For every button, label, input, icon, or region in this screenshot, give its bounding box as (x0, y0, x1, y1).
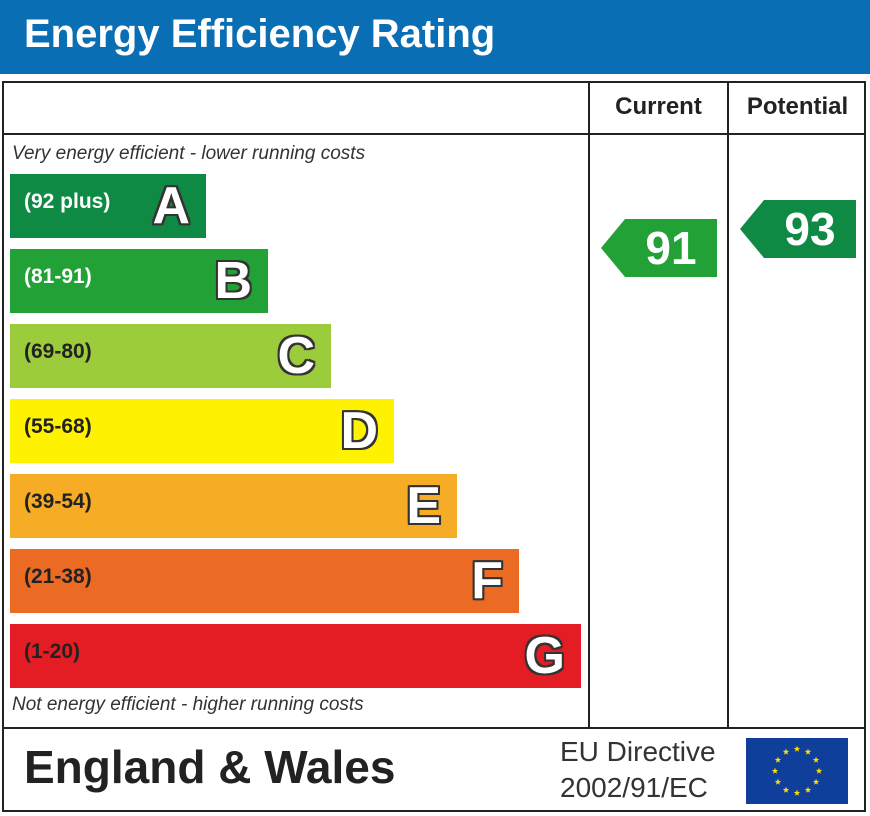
potential-rating-arrow: 93 (740, 200, 856, 258)
bottom-caption: Not energy efficient - higher running co… (12, 694, 364, 715)
band-g: (1-20) G (10, 624, 581, 688)
band-a: (92 plus) A (10, 174, 206, 238)
eu-star-icon (774, 756, 782, 763)
band-d: (55-68) D (10, 399, 394, 463)
eu-star-icon (812, 756, 820, 763)
band-range-label: (1-20) (24, 640, 81, 663)
potential-rating-arrow-value: 93 (784, 203, 836, 255)
eu-star-icon (793, 789, 801, 796)
chart-title: Energy Efficiency Rating (24, 12, 496, 56)
directive-line-1: EU Directive (560, 736, 716, 767)
band-letter: G (524, 627, 565, 685)
band-b: (81-91) B (10, 249, 268, 313)
current-rating-arrow-shape (601, 219, 717, 277)
band-letter: A (152, 177, 190, 235)
band-f: (21-38) F (10, 549, 519, 613)
current-rating-arrow: 91 (601, 219, 717, 277)
eu-star-icon (815, 767, 823, 774)
region-label: England & Wales (24, 741, 396, 793)
rating-frame (2, 81, 866, 812)
directive-line-2: 2002/91/EC (560, 772, 708, 803)
potential-rating-arrow-shape (740, 200, 856, 258)
eu-stars-icon (771, 745, 823, 796)
eu-star-icon (774, 778, 782, 785)
eu-star-icon (804, 748, 812, 755)
eu-star-icon (771, 767, 779, 774)
eu-flag-icon (746, 738, 848, 804)
band-c: (69-80) C (10, 324, 331, 388)
footer-divider (2, 727, 866, 729)
eu-star-icon (793, 745, 801, 752)
band-letter: C (277, 327, 315, 385)
band-letter: B (214, 252, 252, 310)
band-range-label: (81-91) (24, 265, 92, 288)
potential-column-header: Potential (746, 93, 849, 120)
title-bar: Energy Efficiency Rating (0, 0, 870, 74)
eu-star-icon (782, 748, 790, 755)
eu-star-icon (782, 786, 790, 793)
eu-star-icon (812, 778, 820, 785)
top-caption: Very energy efficient - lower running co… (12, 143, 366, 164)
band-letter: E (406, 477, 441, 535)
band-range-label: (21-38) (24, 565, 92, 588)
band-range-label: (69-80) (24, 340, 92, 363)
eu-star-icon (804, 786, 812, 793)
band-range-label: (55-68) (24, 415, 92, 438)
column-divider-current (588, 81, 590, 729)
band-letter: D (340, 402, 378, 460)
band-range-label: (92 plus) (24, 190, 111, 213)
header-divider (2, 133, 866, 135)
column-divider-potential (727, 81, 729, 729)
band-letter: F (471, 552, 503, 610)
current-column-header: Current (615, 93, 702, 120)
current-rating-arrow-value: 91 (645, 222, 697, 274)
band-e: (39-54) E (10, 474, 457, 538)
band-range-label: (39-54) (24, 490, 92, 513)
